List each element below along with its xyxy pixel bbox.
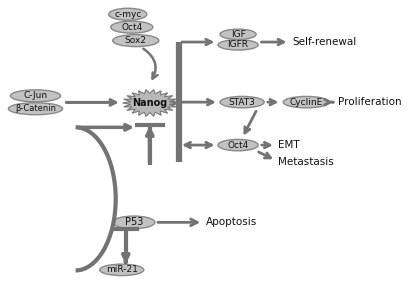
Text: EMT: EMT	[278, 140, 300, 150]
FancyArrowPatch shape	[144, 49, 158, 79]
Ellipse shape	[218, 40, 258, 50]
Ellipse shape	[8, 103, 62, 115]
Ellipse shape	[109, 8, 147, 20]
Ellipse shape	[283, 97, 329, 108]
Text: Self-renewal: Self-renewal	[292, 37, 357, 47]
Text: Metastasis: Metastasis	[278, 157, 334, 167]
Ellipse shape	[220, 97, 264, 108]
Text: P53: P53	[124, 217, 143, 227]
Text: Proliferation: Proliferation	[338, 97, 402, 107]
Text: C-Jun: C-Jun	[23, 91, 47, 100]
Ellipse shape	[113, 216, 155, 229]
Ellipse shape	[10, 90, 61, 102]
Text: c-myc: c-myc	[114, 10, 141, 19]
Ellipse shape	[220, 29, 256, 40]
Text: IGF: IGF	[231, 30, 245, 39]
Ellipse shape	[113, 35, 159, 47]
Text: CyclinE: CyclinE	[290, 98, 323, 107]
Text: Sox2: Sox2	[125, 36, 147, 45]
Text: STAT3: STAT3	[229, 98, 255, 107]
Text: Nanog: Nanog	[132, 98, 168, 108]
Text: Apoptosis: Apoptosis	[206, 217, 257, 227]
Text: Oct4: Oct4	[121, 23, 142, 32]
Ellipse shape	[218, 139, 258, 151]
Text: Oct4: Oct4	[228, 140, 249, 150]
Text: β-Catenin: β-Catenin	[15, 104, 56, 113]
Ellipse shape	[100, 264, 144, 276]
Polygon shape	[123, 90, 177, 116]
Text: miR-21: miR-21	[106, 265, 138, 274]
Ellipse shape	[111, 21, 153, 33]
Text: IGFR: IGFR	[228, 40, 249, 49]
